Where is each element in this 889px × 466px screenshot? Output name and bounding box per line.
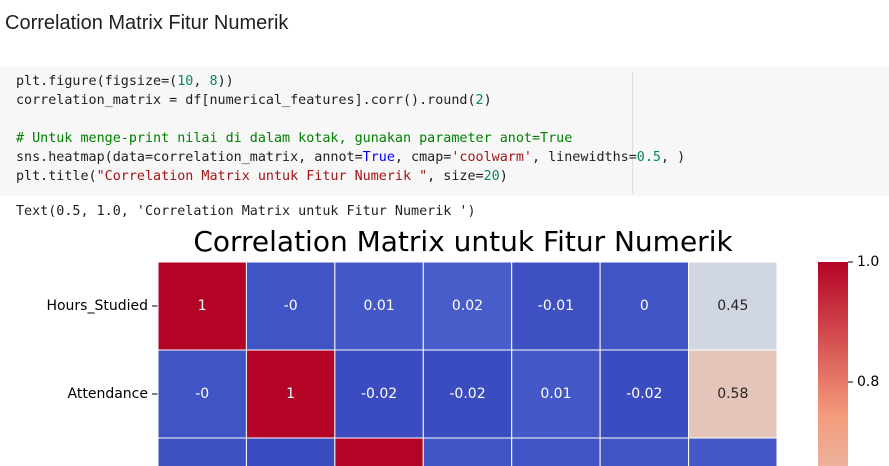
chart-title: Correlation Matrix untuk Fitur Numerik [193,225,733,258]
cell-label: 0.02 [452,298,483,314]
code-token: , cmap= [394,150,452,165]
separator [632,72,633,194]
code-token: )) [217,74,234,89]
code-token: 20 [483,169,500,184]
section-title: Correlation Matrix Fitur Numerik [5,12,289,34]
heatmap-cell [245,349,336,439]
cell-label: 1 [286,386,295,402]
heatmap-cell [334,349,424,439]
code-token: ) [499,169,508,184]
code-token: , ) [660,150,686,165]
code-token: 10 [177,74,194,89]
heatmap-cell [245,437,336,466]
code-token: 'coolwarm' [451,150,532,165]
code-token: , size= [427,169,484,184]
cell-label: 0.01 [540,386,571,402]
code-token: ) [483,93,492,108]
colorbar-tick-label: 0.8 [857,374,879,390]
heatmap-cell [599,261,690,351]
code-token: , [193,74,210,89]
heatmap-cell [422,261,513,351]
code-line: plt.title("Correlation Matrix untuk Fitu… [16,167,685,186]
cell-label: -0.02 [626,386,662,402]
heatmap-cell [511,349,601,439]
heatmap-cell [245,261,336,351]
colorbar-tick-label: 1.0 [857,254,879,270]
cell-label: 0.58 [717,386,748,402]
heatmap-cell [334,261,424,351]
heatmap-cell [422,437,513,466]
heatmap-cell [157,349,247,439]
code-token: correlation_matrix = df[numerical_featur… [16,93,476,108]
cell-label: 1 [198,298,207,314]
heatmap-cell [688,349,778,439]
cell-label: 0.45 [717,298,748,314]
code-token: plt.title( [16,169,97,184]
y-tick-label: Attendance [68,386,148,402]
code-token: 8 [209,74,218,89]
heatmap-cell [511,437,601,466]
heatmap-cell [157,261,247,351]
code-token: # Untuk menge-print nilai di dalam kotak… [16,131,573,146]
colorbar [818,262,848,466]
code-line: plt.figure(figsize=(10, 8)) [16,72,685,91]
heatmap-cell [511,261,601,351]
code-token: True [362,150,395,165]
code-cell[interactable]: plt.figure(figsize=(10, 8)) correlation_m… [0,66,889,196]
code: plt.figure(figsize=(10, 8)) correlation_m… [16,72,685,186]
code-line: correlation_matrix = df[numerical_featur… [16,91,685,110]
cell-label: 0.01 [363,298,394,314]
cell-label: -0.02 [449,386,485,402]
cell-label: 0 [640,298,649,314]
heatmap-cell [157,437,247,466]
y-tick-label: Hours_Studied [46,298,148,314]
code-token: 0.5 [636,150,661,165]
cell-label: -0.02 [361,386,397,402]
heatmap-cell [688,437,778,466]
code-token: sns.heatmap(data=correlation_matrix, ann… [16,150,363,165]
heatmap-cell [688,261,778,351]
code-token: , linewidths= [531,150,637,165]
cell-label: -0 [195,386,209,402]
code-line: sns.heatmap(data=correlation_matrix, ann… [16,148,685,167]
code-line: # Untuk menge-print nilai di dalam kotak… [16,129,685,148]
heatmap-cell [334,437,424,466]
cell-label: -0.01 [538,298,574,314]
cell-label: -0 [284,298,298,314]
code-token: 2 [475,93,484,108]
code-token: plt.figure(figsize=( [16,74,178,89]
code-token: "Correlation Matrix untuk Fitur Numerik … [96,169,428,184]
heatmap-cell [422,349,513,439]
cell-output: Text(0.5, 1.0, 'Correlation Matrix untuk… [16,204,476,219]
heatmap-cell [599,437,690,466]
